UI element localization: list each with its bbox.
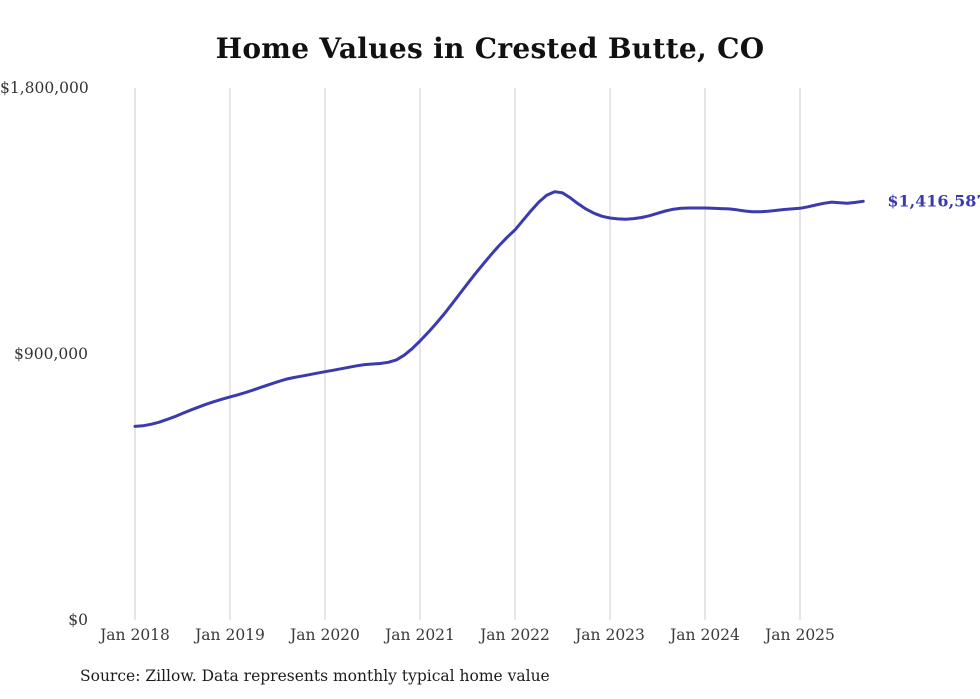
y-axis-label-top: $1,800,000 (0, 79, 89, 97)
x-axis-label: Jan 2019 (195, 626, 265, 644)
latest-value-label: $1,416,587 (887, 191, 980, 211)
source-note: Source: Zillow. Data represents monthly … (80, 667, 550, 685)
x-axis-label: Jan 2024 (670, 626, 740, 644)
x-axis-label: Jan 2021 (385, 626, 455, 644)
x-axis-label: Jan 2018 (100, 626, 170, 644)
y-axis-label-zero: $0 (68, 611, 88, 629)
x-axis-label: Jan 2022 (480, 626, 550, 644)
home-value-line (133, 190, 865, 428)
y-axis-label-middle: $900,000 (14, 345, 88, 363)
chart-title: Home Values in Crested Butte, CO (215, 32, 765, 65)
x-axis-label: Jan 2023 (575, 626, 645, 644)
x-axis-label: Jan 2025 (765, 626, 835, 644)
x-axis-label: Jan 2020 (290, 626, 360, 644)
gridlines (134, 88, 801, 620)
